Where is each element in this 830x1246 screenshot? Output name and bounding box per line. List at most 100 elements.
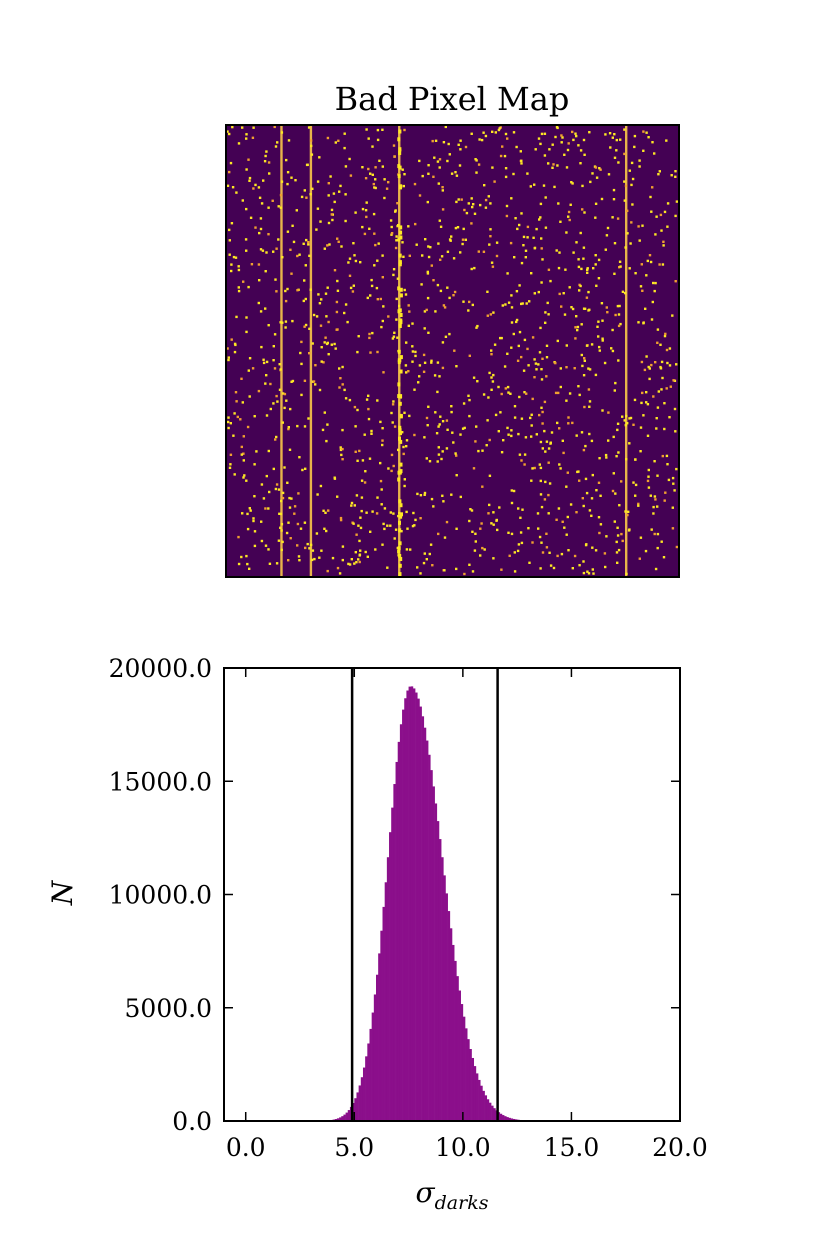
bad-pixel <box>520 261 524 265</box>
bad-pixel <box>484 134 488 138</box>
bad-pixel <box>423 310 427 313</box>
bad-pixel <box>544 196 547 199</box>
histogram-bar <box>456 976 459 1121</box>
bad-pixel <box>588 509 592 512</box>
bad-pixel <box>671 527 675 530</box>
bad-pixel <box>292 240 296 244</box>
histogram-bar <box>406 690 409 1121</box>
x-axis-label-sub: darks <box>435 1192 489 1214</box>
bad-pixel <box>490 261 494 264</box>
bad-pixel <box>478 138 481 141</box>
bad-pixel <box>396 277 400 280</box>
bad-pixel <box>526 225 530 229</box>
bad-pixel <box>325 342 329 346</box>
bad-pixel <box>655 427 658 430</box>
bad-pixel <box>549 564 553 567</box>
bad-pixel <box>549 279 552 283</box>
bad-pixel <box>323 247 326 250</box>
bad-pixel <box>544 321 547 324</box>
bad-pixel <box>498 127 501 130</box>
histogram-bar <box>378 953 381 1121</box>
bad-pixel <box>267 449 270 453</box>
bad-pixel <box>537 527 540 530</box>
bad-pixel <box>275 247 278 250</box>
bad-pixel <box>414 222 417 226</box>
bad-pixel <box>513 256 516 259</box>
bad-pixel <box>513 570 517 573</box>
bad-pixel <box>560 134 563 137</box>
bad-pixel <box>538 463 541 466</box>
bad-pixel <box>336 566 340 570</box>
bad-pixel <box>492 511 495 514</box>
histogram-bar <box>504 1116 507 1121</box>
bad-pixel <box>504 167 508 170</box>
bad-pixel <box>649 494 652 497</box>
bad-pixel <box>381 543 384 546</box>
bad-pixel <box>586 268 589 271</box>
bad-pixel <box>354 425 357 428</box>
bad-pixel <box>626 513 629 517</box>
bad-pixel <box>374 186 377 190</box>
bad-pixel <box>274 145 278 148</box>
bad-pixel <box>579 162 582 165</box>
bad-pixel <box>468 414 471 418</box>
bad-pixel <box>245 249 248 252</box>
bad-pixel <box>253 544 257 548</box>
bad-pixel <box>455 200 458 204</box>
bad-pixel <box>588 432 591 436</box>
bad-pixel <box>621 415 624 418</box>
bad-pixel <box>310 144 313 148</box>
bad-pixel <box>513 405 517 408</box>
bad-pixel <box>401 431 404 434</box>
bad-pixel <box>365 128 368 131</box>
bad-pixel <box>414 354 417 358</box>
bad-pixel <box>537 363 540 366</box>
bad-pixel <box>599 494 602 497</box>
bad-pixel <box>405 510 408 514</box>
bad-pixel <box>397 174 401 179</box>
bad-pixel <box>467 202 470 205</box>
bad-pixel <box>347 261 350 264</box>
bad-pixel <box>512 332 515 336</box>
bad-pixel <box>405 341 408 344</box>
bad-pixel <box>637 504 640 507</box>
bad-pixel <box>666 361 669 365</box>
bad-pixel <box>609 146 612 149</box>
bad-pixel <box>405 371 408 374</box>
bad-pixel <box>367 394 370 397</box>
bad-pixel <box>405 548 409 551</box>
bad-pixel <box>288 506 292 509</box>
bad-pixel <box>568 392 572 395</box>
bad-pixel <box>310 558 314 562</box>
bad-pixel <box>587 367 590 370</box>
bad-pixel <box>512 489 516 493</box>
bad-pixel <box>374 548 377 551</box>
histogram-bar <box>421 716 425 1121</box>
bad-pixel <box>474 532 477 535</box>
bad-pixel <box>647 365 650 369</box>
bad-pixel <box>500 568 503 571</box>
histogram-bar <box>369 1028 372 1121</box>
bad-pixel <box>580 353 583 357</box>
bad-pixel <box>643 368 647 372</box>
bad-pixel <box>381 128 384 131</box>
bad-pixel <box>489 313 492 316</box>
bad-pixel <box>275 290 278 293</box>
bad-pixel <box>401 168 404 171</box>
bad-pixel <box>392 273 395 277</box>
bad-pixel <box>518 453 522 456</box>
bad-pixel <box>649 260 653 264</box>
bad-pixel <box>245 330 248 334</box>
bad-pixel <box>340 453 343 457</box>
bad-pixel <box>647 475 650 478</box>
bad-pixel <box>494 131 497 134</box>
bad-pixel <box>267 161 271 164</box>
bad-pixel <box>304 467 307 470</box>
bad-pixel <box>597 335 600 338</box>
bad-pixel <box>549 441 552 444</box>
bad-pixel <box>332 192 336 195</box>
bad-pixel <box>429 246 432 249</box>
bad-pixel <box>432 175 435 178</box>
bad-pixel <box>370 429 373 433</box>
